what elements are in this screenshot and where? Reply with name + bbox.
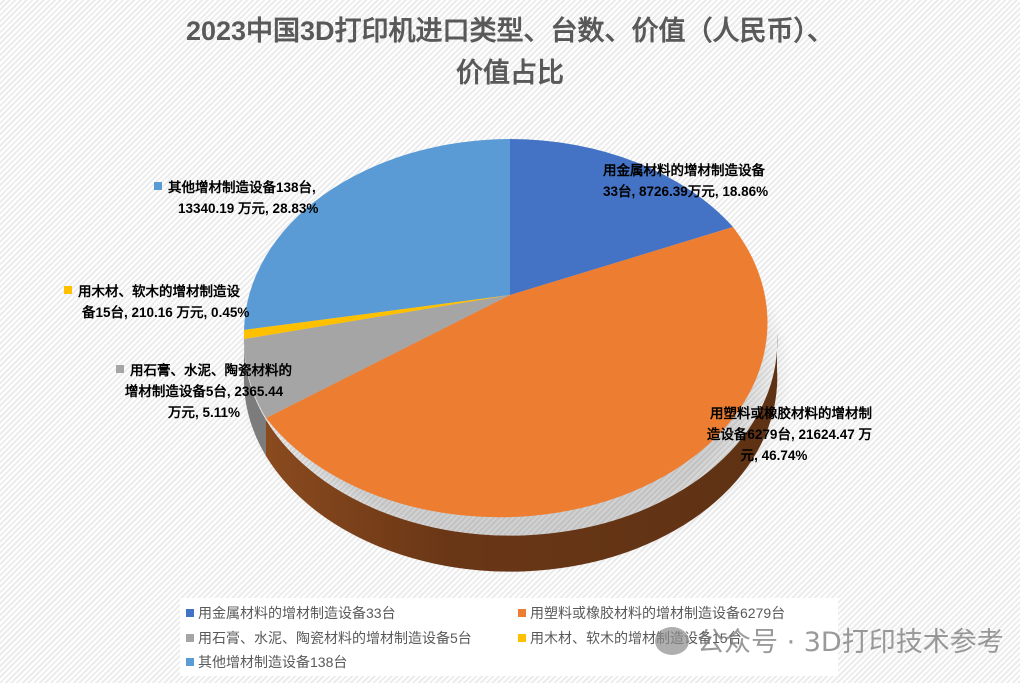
other-swatch-icon xyxy=(154,182,162,190)
data-label-plaster-line2: 增材制造设备5台, 2365.44 xyxy=(124,384,284,399)
data-label-plastic-line2: 造设备6279台, 21624.47 万 xyxy=(706,427,872,442)
data-label-wood-line1: 用木材、软木的增材制造设 xyxy=(78,284,240,299)
data-label-plaster: 用石膏、水泥、陶瓷材料的 增材制造设备5台, 2365.44 万元, 5.11% xyxy=(98,360,310,423)
data-label-plastic: 用塑料或橡胶材料的增材制 造设备6279台, 21624.47 万 元, 46.… xyxy=(676,403,872,466)
slice-other[interactable] xyxy=(244,139,510,330)
data-label-wood: 用木材、软木的增材制造设 备15台, 210.16 万元, 0.45% xyxy=(64,281,249,323)
data-label-other: 其他增材制造设备138台, 13340.19 万元, 28.83% xyxy=(154,177,318,219)
data-label-wood-row1: 用木材、软木的增材制造设 xyxy=(64,281,249,302)
slice-wood[interactable] xyxy=(243,295,510,339)
plaster-swatch-icon xyxy=(116,365,124,373)
chart-title-line2: 价值占比 xyxy=(456,58,564,88)
slice-metal[interactable] xyxy=(510,139,733,295)
data-label-plaster-line1: 用石膏、水泥、陶瓷材料的 xyxy=(130,363,292,378)
data-label-wood-line2: 备15台, 210.16 万元, 0.45% xyxy=(82,305,250,320)
legend-swatch-metal-icon xyxy=(186,609,194,617)
data-label-metal-line2: 33台, 8726.39万元, 18.86% xyxy=(603,184,769,199)
data-label-other-row1: 其他增材制造设备138台, xyxy=(154,177,318,198)
slice-plaster[interactable] xyxy=(243,295,510,418)
data-label-plastic-line1: 用塑料或橡胶材料的增材制 xyxy=(710,406,872,421)
watermark: 公众号 · 3D打印技术参考 xyxy=(655,620,1004,659)
watermark-text: 公众号 · 3D打印技术参考 xyxy=(697,627,1004,658)
data-label-metal-line1: 用金属材料的增材制造设备 xyxy=(603,163,765,178)
chart-title: 2023中国3D打印机进口类型、台数、价值（人民币）、 价值占比 xyxy=(0,10,1020,94)
chart-legend: 用金属材料的增材制造设备33台 用塑料或橡胶材料的增材制造设备6279台 用石膏… xyxy=(180,598,838,676)
data-label-plastic-line3: 元, 46.74% xyxy=(740,448,808,463)
legend-label: 其他增材制造设备138台 xyxy=(198,654,348,670)
pie-side-plastic xyxy=(266,333,778,572)
slice-plastic[interactable] xyxy=(266,227,768,518)
chart-title-line1: 2023中国3D打印机进口类型、台数、价值（人民币）、 xyxy=(185,16,835,46)
pie-side-plaster xyxy=(243,338,266,456)
data-label-other-line1: 其他增材制造设备138台, xyxy=(168,180,316,195)
legend-swatch-plaster-icon xyxy=(186,634,194,642)
data-label-plaster-row1: 用石膏、水泥、陶瓷材料的 xyxy=(98,360,310,381)
wood-swatch-icon xyxy=(64,286,72,294)
legend-item-plaster[interactable]: 用石膏、水泥、陶瓷材料的增材制造设备5台 xyxy=(186,628,472,648)
legend-item-metal[interactable]: 用金属材料的增材制造设备33台 xyxy=(186,603,396,623)
legend-item-plastic[interactable]: 用塑料或橡胶材料的增材制造设备6279台 xyxy=(518,603,785,623)
legend-swatch-other-icon xyxy=(186,658,194,666)
data-label-plaster-line3: 万元, 5.11% xyxy=(167,405,241,420)
legend-label: 用石膏、水泥、陶瓷材料的增材制造设备5台 xyxy=(198,630,472,646)
wechat-icon xyxy=(655,627,689,655)
legend-swatch-wood-icon xyxy=(518,634,526,642)
data-label-other-line2: 13340.19 万元, 28.83% xyxy=(178,201,319,216)
legend-item-other[interactable]: 其他增材制造设备138台 xyxy=(186,652,347,672)
legend-label: 用金属材料的增材制造设备33台 xyxy=(198,605,396,621)
legend-label: 用塑料或橡胶材料的增材制造设备6279台 xyxy=(530,605,786,621)
legend-swatch-plastic-icon xyxy=(518,609,526,617)
data-label-metal: 用金属材料的增材制造设备 33台, 8726.39万元, 18.86% xyxy=(603,160,768,202)
